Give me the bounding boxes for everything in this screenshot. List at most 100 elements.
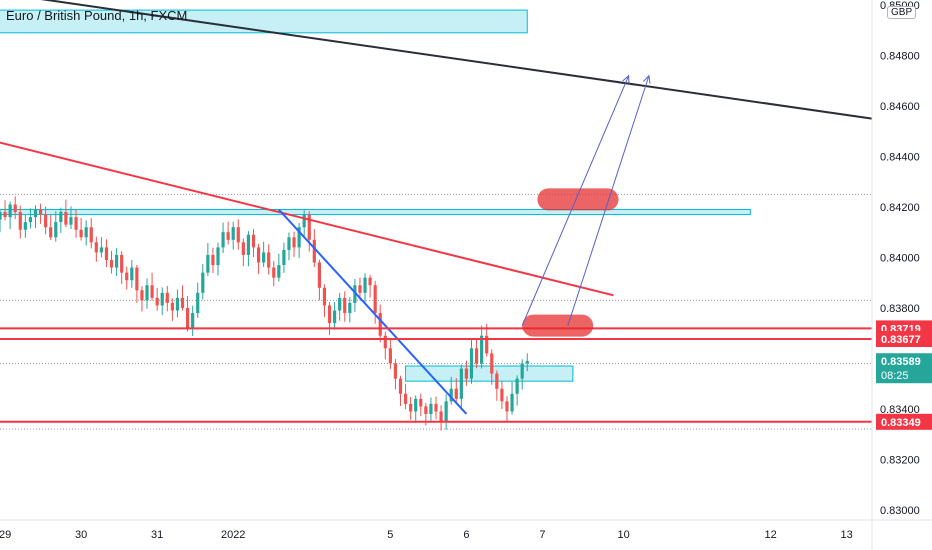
candle-body (490, 353, 494, 374)
candle-body (388, 348, 392, 364)
candle-body (251, 234, 256, 248)
candle-body (454, 388, 458, 399)
candle-body (525, 360, 529, 364)
candle-body (495, 373, 499, 389)
candle (13, 196, 17, 220)
candle (363, 273, 367, 304)
candle (474, 337, 479, 369)
blue-trendline[interactable] (278, 208, 468, 415)
candle-body (256, 247, 261, 263)
candle (23, 215, 27, 238)
candle (505, 396, 509, 422)
candle (180, 285, 185, 311)
candle-body (241, 242, 245, 255)
red-trendline[interactable] (0, 141, 614, 297)
candle-body (74, 217, 78, 230)
candle-body (343, 297, 347, 314)
x-tick-label: 7 (539, 529, 545, 541)
y-tick-label: 0.83200 (880, 454, 920, 466)
projection-arrow-1[interactable] (567, 74, 651, 326)
candle (175, 289, 180, 318)
candle (241, 238, 245, 267)
price-label-bg (876, 413, 932, 430)
candle (282, 242, 286, 273)
x-tick-label: 29 (0, 529, 11, 541)
price-axis[interactable] (872, 0, 932, 550)
price-label[interactable]: 0.83349 (876, 413, 932, 430)
candle (525, 353, 529, 372)
x-tick-label: 31 (151, 529, 163, 541)
candle-body (322, 287, 327, 306)
candle (307, 211, 311, 252)
candle (317, 259, 321, 301)
candle-body (236, 227, 240, 243)
symbol-title: Euro / British Pound, 1h, FXCM (6, 8, 188, 23)
candle-body (403, 393, 408, 404)
candle (231, 221, 235, 250)
candle-body (307, 214, 311, 240)
candle-body (353, 285, 357, 303)
candle (480, 325, 484, 369)
price-label[interactable]: 0.83677 (876, 331, 932, 348)
current-price-label[interactable]: 0.83589 08:25 (876, 353, 932, 384)
candle (398, 375, 403, 406)
candle-body (348, 302, 352, 314)
candle (59, 207, 63, 233)
candle (368, 274, 372, 298)
projection-arrow-0[interactable] (521, 74, 630, 326)
candle-body (297, 227, 301, 248)
candle-body (8, 204, 12, 218)
arrow-shaft (521, 75, 630, 326)
candle-body (226, 232, 230, 240)
lower-zone[interactable] (405, 365, 574, 382)
candle-body (480, 335, 484, 364)
candle (292, 231, 296, 257)
black-resistance[interactable] (0, 0, 873, 120)
candle (246, 231, 251, 267)
candle (373, 280, 377, 324)
candle (216, 242, 220, 276)
candle-body (429, 403, 433, 414)
candle (160, 287, 164, 316)
x-tick-label: 12 (764, 529, 776, 541)
candle-body (282, 249, 286, 266)
candle (33, 205, 38, 229)
candle (277, 253, 281, 282)
candle (99, 237, 103, 258)
red-marker-0[interactable] (537, 188, 619, 211)
candle-body (221, 232, 225, 248)
candle-body (363, 277, 367, 293)
candle (135, 265, 139, 303)
candle-body (13, 204, 17, 213)
candle-body (33, 209, 38, 218)
candle-body (459, 368, 463, 399)
candle (322, 284, 327, 318)
y-tick-label: 0.84000 (880, 252, 920, 264)
top-zone[interactable] (0, 9, 528, 34)
candle-body (464, 368, 469, 379)
candle (94, 236, 98, 262)
candle (353, 279, 357, 312)
currency-badge[interactable]: GBP (887, 6, 917, 19)
red-marker-1[interactable] (522, 314, 594, 337)
y-tick-label: 0.83800 (880, 303, 920, 315)
y-tick-label: 0.84800 (880, 51, 920, 63)
candle (414, 395, 418, 424)
candle (495, 370, 499, 401)
candle-body (338, 297, 342, 311)
candle-body (231, 227, 235, 240)
y-tick-label: 0.84600 (880, 101, 920, 113)
candle-body (84, 227, 88, 238)
candle (130, 260, 134, 288)
arrow-head (622, 74, 630, 84)
middle-zone[interactable] (0, 209, 751, 216)
x-tick-label: 2022 (221, 529, 245, 541)
x-tick-label: 10 (617, 529, 629, 541)
candle (500, 381, 504, 410)
candle-body (277, 265, 281, 278)
x-tick-label: 13 (841, 529, 853, 541)
candle-body (150, 285, 154, 298)
candle-body (69, 217, 73, 225)
candle (104, 239, 109, 268)
